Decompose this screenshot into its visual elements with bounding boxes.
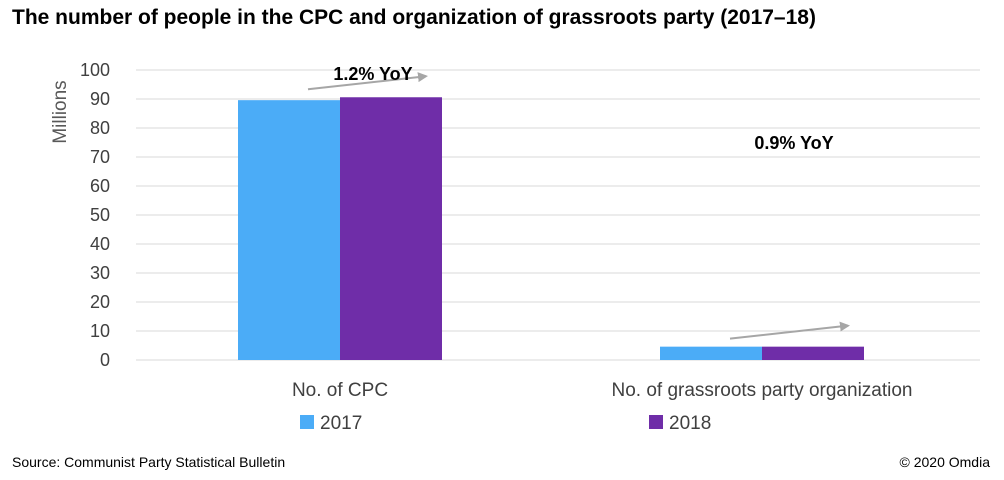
legend-label: 2018 <box>669 413 711 434</box>
yoy-arrow <box>307 72 428 91</box>
bar-2018-0 <box>340 97 442 360</box>
x-category-label: No. of CPC <box>292 380 388 401</box>
y-axis-label: Millions <box>50 80 71 143</box>
x-axis-categories: No. of CPC No. of grassroots party organi… <box>292 380 913 401</box>
y-tick-label: 100 <box>80 60 110 80</box>
legend-swatch-2017 <box>300 415 314 429</box>
y-tick-label: 80 <box>90 118 110 138</box>
y-tick-label: 30 <box>90 263 110 283</box>
y-tick-label: 60 <box>90 176 110 196</box>
y-tick-label: 70 <box>90 147 110 167</box>
copyright-note: © 2020 Omdia <box>899 454 990 470</box>
y-tick-label: 0 <box>100 350 110 370</box>
legend-swatch-2018 <box>649 415 663 429</box>
yoy-annotation: 1.2% YoY <box>333 64 412 84</box>
y-axis-ticks: 0 10 20 30 40 50 60 70 80 90 100 <box>80 60 110 370</box>
y-tick-label: 20 <box>90 292 110 312</box>
bar-2018-1 <box>762 346 864 360</box>
yoy-arrow <box>729 321 850 340</box>
bar-2017-0 <box>238 100 340 360</box>
y-tick-label: 50 <box>90 205 110 225</box>
bar-2017-1 <box>660 346 762 360</box>
legend: 2017 2018 <box>300 413 711 434</box>
y-tick-label: 40 <box>90 234 110 254</box>
bars <box>238 97 864 360</box>
source-note: Source: Communist Party Statistical Bull… <box>12 454 286 470</box>
x-category-label: No. of grassroots party organization <box>612 380 913 401</box>
yoy-arrows <box>307 72 850 340</box>
chart-title: The number of people in the CPC and orga… <box>12 6 816 29</box>
y-tick-label: 90 <box>90 89 110 109</box>
legend-label: 2017 <box>320 413 362 434</box>
y-tick-label: 10 <box>90 321 110 341</box>
annotations: 1.2% YoY 0.9% YoY <box>333 64 833 153</box>
yoy-annotation: 0.9% YoY <box>754 133 833 153</box>
